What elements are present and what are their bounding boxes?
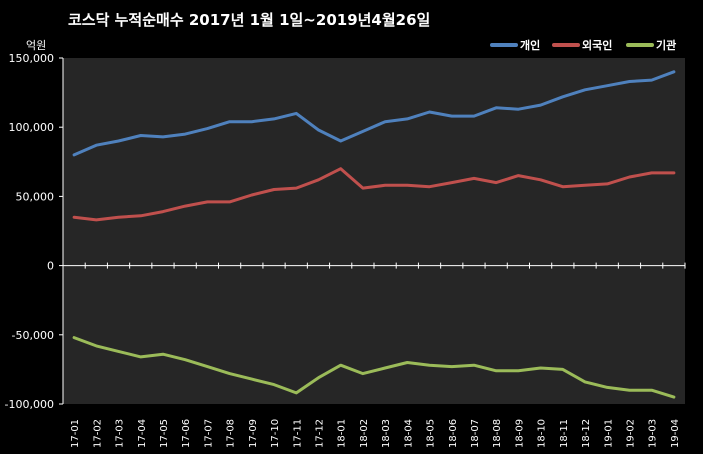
legend-label: 외국인 — [582, 38, 612, 52]
x-tick-label: 17-09 — [248, 419, 259, 448]
x-tick-label: 17-11 — [292, 419, 303, 448]
x-tick-label: 18-08 — [492, 419, 503, 448]
series-group — [72, 70, 676, 399]
x-tick-label: 18-12 — [581, 419, 592, 448]
x-tick-label: 17-05 — [159, 419, 170, 448]
x-tick-label: 17-03 — [115, 419, 126, 448]
x-tick-label: 18-10 — [537, 419, 548, 448]
legend: 개인 외국인 기관 — [490, 38, 676, 52]
x-tick-label: 19-04 — [670, 419, 681, 448]
y-tick-label: 50,000 — [16, 190, 55, 203]
y-tick-label: 0 — [47, 260, 54, 273]
x-tick-label: 17-02 — [92, 419, 103, 448]
x-tick-label: 17-01 — [70, 419, 81, 448]
x-tick-label: 18-07 — [470, 419, 481, 448]
x-tick-label: 18-03 — [381, 419, 392, 448]
y-tick-label: -50,000 — [12, 329, 54, 342]
x-tick-label: 17-04 — [137, 419, 148, 448]
x-tick-label: 17-07 — [203, 419, 214, 448]
x-tick-label: 17-06 — [181, 419, 192, 448]
x-axis: 17-01 17-02 17-03 17-04 17-05 17-06 17-07 17-08… — [62, 262, 686, 448]
plot-area — [63, 58, 685, 404]
x-tick-label: 18-09 — [514, 419, 525, 448]
x-tick-label: 17-10 — [270, 419, 281, 448]
x-tick-label: 19-02 — [625, 419, 636, 448]
series-line-개인 — [72, 70, 676, 157]
x-tick-label: 19-01 — [603, 419, 614, 448]
x-tick-label: 18-01 — [337, 419, 348, 448]
x-tick-label: 19-03 — [648, 419, 659, 448]
series-line-외국인 — [72, 167, 676, 222]
x-tick-label: 17-08 — [226, 419, 237, 448]
x-tick-label: 18-06 — [448, 419, 459, 448]
legend-label: 개인 — [520, 38, 540, 52]
y-axis-ticks: 150,000 100,000 50,000 0 -50,000 -100,000 — [5, 52, 64, 411]
chart-title: 코스닥 누적순매수 2017년 1월 1일~2019년4월26일 — [68, 11, 430, 29]
x-tick-label: 17-12 — [314, 419, 325, 448]
x-tick-label: 18-04 — [403, 419, 414, 448]
x-tick-label: 18-11 — [559, 419, 570, 448]
series-line-기관 — [72, 336, 676, 399]
x-tick-label: 18-05 — [426, 419, 437, 448]
legend-label: 기관 — [656, 38, 676, 52]
y-tick-label: -100,000 — [5, 398, 54, 411]
y-tick-label: 150,000 — [9, 52, 55, 65]
y-tick-label: 100,000 — [9, 121, 55, 134]
x-tick-label: 18-02 — [359, 419, 370, 448]
y-axis-unit-label: 억원 — [26, 39, 46, 52]
